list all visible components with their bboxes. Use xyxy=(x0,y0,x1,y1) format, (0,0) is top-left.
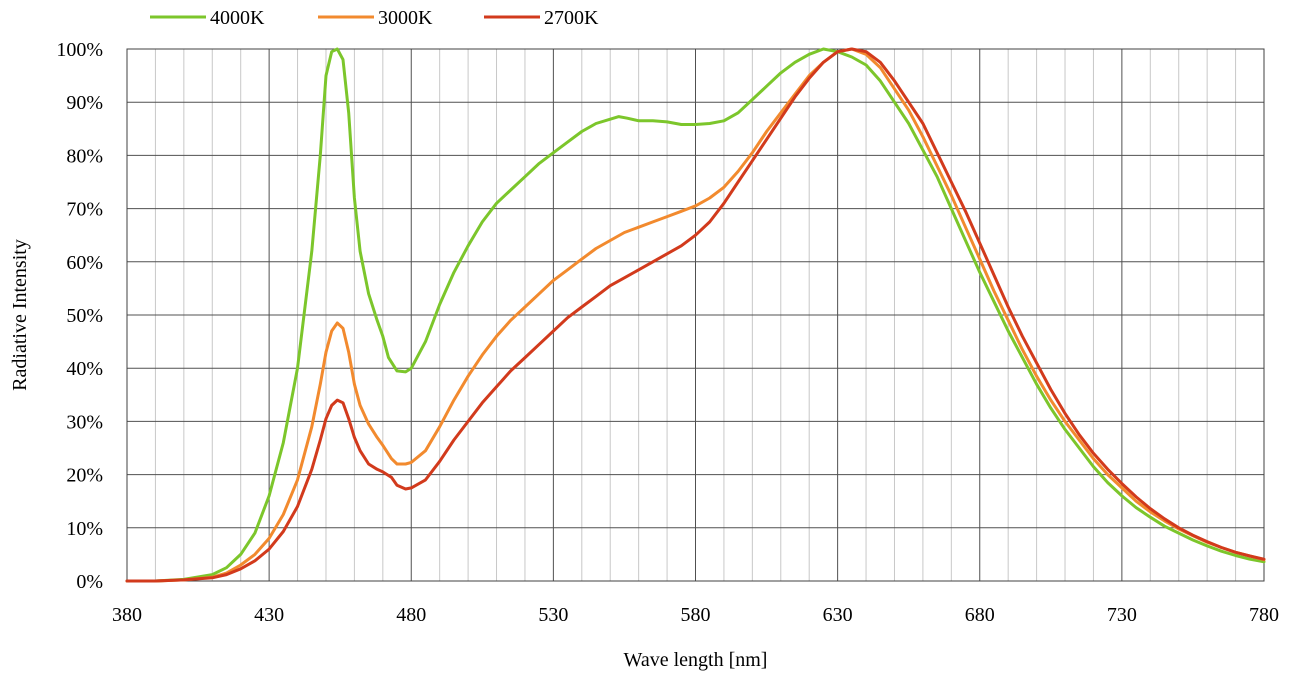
x-tick-label: 630 xyxy=(823,604,853,626)
x-tick-label: 480 xyxy=(396,604,426,626)
x-tick-label: 430 xyxy=(254,604,284,626)
legend-label-4000k: 4000K xyxy=(210,7,265,29)
series-lines xyxy=(125,47,1266,583)
series-line-3000k xyxy=(125,47,1266,583)
series-line-4000k xyxy=(125,47,1266,583)
x-axis-label: Wave length [nm] xyxy=(624,649,768,671)
y-tick-label: 60% xyxy=(66,252,103,274)
y-tick-label: 90% xyxy=(66,92,103,114)
y-tick-label: 0% xyxy=(76,571,103,593)
y-tick-label: 30% xyxy=(66,411,103,433)
y-tick-label: 100% xyxy=(56,39,103,61)
y-tick-label: 10% xyxy=(66,518,103,540)
x-tick-label: 730 xyxy=(1107,604,1137,626)
y-axis-tick-labels: 0% 10% 20% 30% 40% 50% 60% 70% 80% 90% 100% xyxy=(56,39,103,593)
x-tick-label: 780 xyxy=(1249,604,1279,626)
legend: 4000K 3000K 2700K xyxy=(150,7,599,29)
y-tick-label: 50% xyxy=(66,305,103,327)
y-tick-label: 70% xyxy=(66,199,103,221)
series-line-2700k xyxy=(125,47,1266,583)
plot-area-border xyxy=(126,48,1265,582)
x-tick-label: 530 xyxy=(538,604,568,626)
x-tick-label: 680 xyxy=(965,604,995,626)
x-tick-label: 380 xyxy=(112,604,142,626)
x-axis-tick-labels: 380 430 480 530 580 630 680 730 780 xyxy=(112,604,1279,626)
x-tick-label: 580 xyxy=(681,604,711,626)
y-tick-label: 80% xyxy=(66,145,103,167)
legend-label-3000k: 3000K xyxy=(378,7,433,29)
y-tick-label: 20% xyxy=(66,465,103,487)
legend-label-2700k: 2700K xyxy=(544,7,599,29)
y-axis-label: Radiative Intensity xyxy=(9,239,31,391)
y-tick-label: 40% xyxy=(66,358,103,380)
